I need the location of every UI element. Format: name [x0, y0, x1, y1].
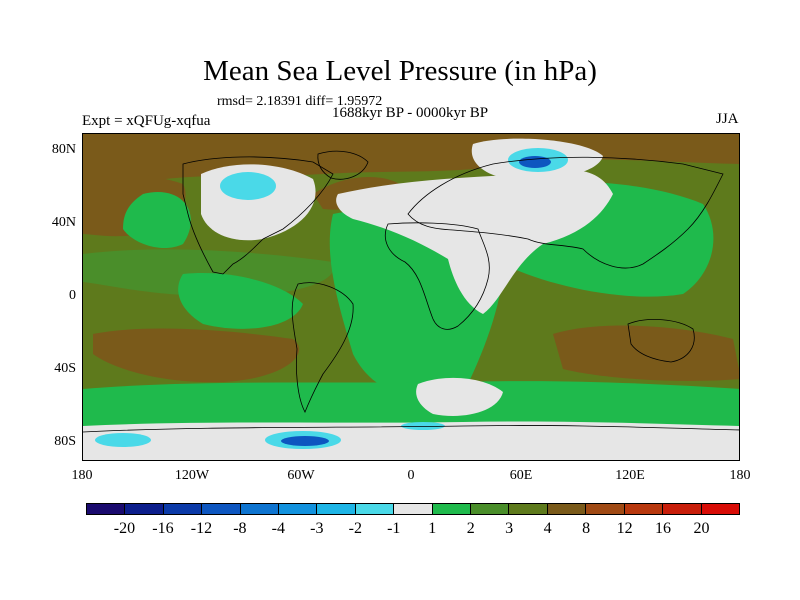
lat-label-0: 0	[69, 288, 76, 303]
colorbar-label: -8	[233, 520, 247, 537]
green-region-east-pacific	[178, 273, 303, 329]
colorbar-swatch	[701, 504, 739, 514]
lon-label-120w: 120W	[174, 468, 210, 483]
white-region-antarctic	[83, 421, 739, 460]
lat-label-80s: 80S	[54, 434, 76, 449]
colorbar-swatch	[547, 504, 587, 514]
colorbar-label: 20	[693, 520, 710, 537]
colorbar-label: -2	[348, 520, 362, 537]
colorbar-label: 1	[428, 520, 437, 537]
brown-region-south-pacific	[93, 328, 300, 383]
green-region-north-pacific	[123, 192, 191, 249]
colorbar-swatch	[432, 504, 472, 514]
coast-australia	[627, 319, 695, 363]
coast-greenland	[317, 150, 369, 180]
colorbar-label: -3	[310, 520, 324, 537]
lat-label-80n: 80N	[51, 142, 76, 157]
cyan-low-ross-sea	[95, 433, 151, 447]
blue-low-amundsen	[281, 436, 329, 446]
coast-north-america	[182, 156, 334, 275]
colorbar-label: -1	[387, 520, 401, 537]
cyan-low-weddell	[401, 422, 445, 430]
colorbar-label: -16	[152, 520, 174, 537]
colorbar-swatch	[125, 504, 164, 514]
colorbar-label: -4	[271, 520, 285, 537]
colorbar-swatch	[509, 504, 548, 514]
colorbar-label: 8	[582, 520, 591, 537]
lat-label-40n: 40N	[51, 215, 76, 230]
colorbar-swatch	[202, 504, 241, 514]
blue-low-siberia	[519, 156, 551, 168]
colorbar-label: 3	[505, 520, 514, 537]
colorbar-swatch	[279, 504, 318, 514]
lon-label-180w: 180	[71, 468, 93, 483]
colorbar-swatch	[394, 504, 433, 514]
colorbar-swatch	[586, 504, 625, 514]
brown-region-indian	[553, 325, 739, 381]
season-label: JJA	[716, 111, 739, 127]
stats-text: rmsd= 2.18391 diff= 1.95972	[217, 94, 383, 109]
colorbar-label: 4	[543, 520, 552, 537]
chart-title: Mean Sea Level Pressure (in hPa)	[203, 55, 597, 87]
lon-label-180e: 180	[729, 468, 751, 483]
experiment-label: Expt = xQFUg-xqfua	[82, 113, 211, 129]
green-region-southern-ocean	[83, 381, 739, 434]
lon-label-0: 0	[407, 468, 415, 483]
coast-eurasia	[407, 156, 724, 269]
lon-label-120e: 120E	[615, 468, 645, 483]
colorbar-swatch	[471, 504, 510, 514]
colorbar	[86, 503, 740, 515]
colorbar-label: -12	[190, 520, 213, 537]
coast-antarctica	[83, 425, 739, 433]
colorbar-swatch	[163, 504, 203, 514]
pressure-map	[82, 133, 740, 461]
colorbar-swatch	[87, 504, 126, 514]
white-region-south-atlantic	[416, 377, 503, 416]
colorbar-swatch	[240, 504, 280, 514]
colorbar-swatch	[317, 504, 356, 514]
lat-label-40s: 40S	[54, 361, 76, 376]
colorbar-label: 2	[466, 520, 475, 537]
coast-africa	[384, 222, 490, 330]
lon-label-60w: 60W	[287, 468, 315, 483]
cyan-low-hudson	[220, 172, 276, 200]
coast-south-america	[291, 282, 354, 413]
period-text: 1688kyr BP - 0000kyr BP	[331, 105, 489, 121]
white-region-eurasia-africa	[336, 170, 613, 314]
band-region-pacific	[83, 249, 335, 297]
colorbar-swatch	[624, 504, 664, 514]
colorbar-label: -20	[113, 520, 136, 537]
lon-label-60e: 60E	[509, 468, 533, 483]
colorbar-label: 16	[655, 520, 672, 537]
colorbar-label: 12	[616, 520, 633, 537]
coastlines	[83, 150, 739, 433]
colorbar-swatch	[355, 504, 395, 514]
colorbar-swatch	[663, 504, 702, 514]
